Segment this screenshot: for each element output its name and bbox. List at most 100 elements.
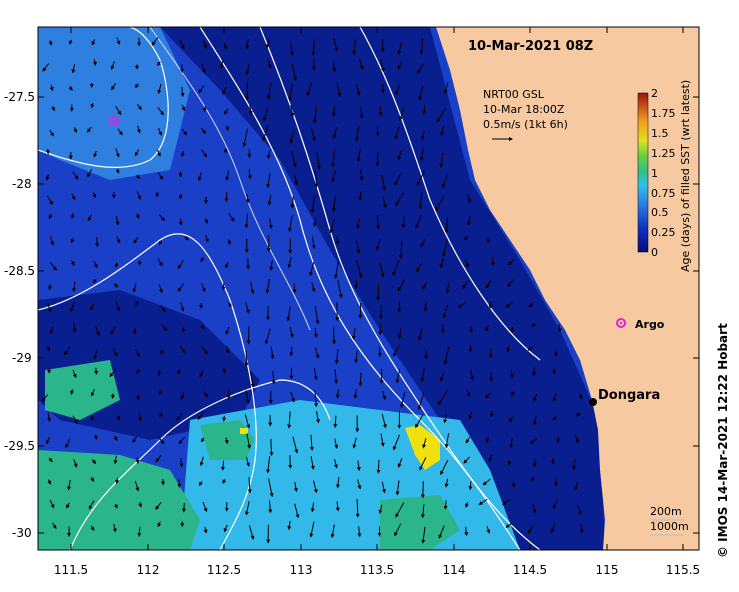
current-vector bbox=[222, 86, 227, 95]
current-vector bbox=[290, 391, 295, 403]
current-vector bbox=[333, 459, 338, 469]
current-vector bbox=[115, 301, 121, 312]
current-vector bbox=[511, 481, 516, 488]
current-vector bbox=[440, 125, 445, 137]
current-vector bbox=[198, 84, 205, 94]
current-vector bbox=[92, 59, 97, 66]
current-vector bbox=[485, 436, 490, 444]
current-vector bbox=[249, 281, 255, 295]
current-vector bbox=[134, 349, 141, 358]
current-vector bbox=[533, 416, 537, 426]
current-vector bbox=[244, 213, 249, 229]
current-vector bbox=[314, 170, 319, 188]
current-vector bbox=[506, 345, 511, 353]
current-vector bbox=[159, 214, 165, 222]
colorbar: 2 1.75 1.5 1.25 1 0.75 0.5 0.25 0 Age (d… bbox=[637, 80, 692, 272]
current-vector bbox=[113, 503, 118, 509]
current-vector bbox=[382, 196, 387, 209]
current-vector bbox=[47, 284, 52, 291]
current-vector bbox=[439, 258, 444, 269]
current-vector bbox=[463, 456, 470, 464]
current-vector bbox=[116, 37, 121, 45]
current-vector bbox=[228, 213, 235, 222]
current-vector bbox=[464, 258, 469, 268]
current-vector bbox=[201, 149, 208, 158]
current-vector bbox=[245, 64, 250, 76]
x-tick-label: 113 bbox=[290, 563, 313, 577]
current-vector bbox=[160, 349, 165, 355]
current-vector bbox=[73, 459, 78, 468]
current-vector bbox=[117, 128, 123, 136]
light-blue-region-nw bbox=[38, 27, 190, 180]
current-vector bbox=[416, 170, 425, 187]
current-vector bbox=[49, 262, 57, 271]
colorbar-gradient bbox=[637, 92, 649, 253]
current-vector bbox=[397, 61, 403, 70]
current-vector bbox=[507, 279, 514, 288]
sst-contour-nw bbox=[38, 27, 169, 169]
x-tick-label: 111.5 bbox=[54, 563, 88, 577]
current-vector bbox=[380, 59, 385, 73]
current-vector bbox=[45, 437, 50, 445]
current-vector bbox=[557, 323, 562, 333]
colorbar-tick: 0.5 bbox=[651, 206, 669, 219]
current-vector bbox=[180, 301, 185, 312]
current-vector bbox=[266, 456, 271, 474]
current-vector bbox=[395, 369, 401, 384]
current-vector bbox=[488, 455, 493, 463]
current-vector bbox=[286, 306, 291, 322]
current-vector bbox=[112, 347, 118, 357]
current-vector bbox=[443, 346, 450, 365]
sst-contour-inner bbox=[149, 27, 311, 331]
current-vector bbox=[378, 106, 383, 117]
credit-text: © IMOS 14-Mar-2021 12:22 Hobart bbox=[716, 323, 730, 558]
current-vector bbox=[88, 499, 95, 510]
current-vector bbox=[87, 168, 93, 178]
current-vector bbox=[184, 235, 189, 241]
current-vector bbox=[204, 234, 209, 243]
current-vector bbox=[553, 349, 558, 357]
y-tick-label: -29 bbox=[12, 351, 32, 365]
current-vector bbox=[87, 214, 93, 222]
current-vector bbox=[443, 81, 449, 95]
current-vector bbox=[381, 84, 386, 94]
current-vector bbox=[334, 438, 339, 449]
current-vector bbox=[93, 434, 98, 441]
current-vector bbox=[313, 367, 318, 381]
current-vector bbox=[135, 457, 140, 464]
legend-line: 10-Mar 18:00Z bbox=[483, 103, 565, 116]
current-vector bbox=[395, 192, 405, 206]
current-vector bbox=[247, 477, 252, 494]
current-vector bbox=[179, 345, 186, 354]
current-vector bbox=[93, 278, 98, 284]
current-vector bbox=[136, 125, 141, 134]
y-tick-label: -27.5 bbox=[4, 90, 35, 104]
current-vector bbox=[290, 105, 295, 118]
current-vector bbox=[245, 456, 250, 467]
current-vector bbox=[381, 413, 387, 429]
current-vector bbox=[135, 213, 140, 219]
current-vector bbox=[245, 501, 250, 516]
current-vector bbox=[178, 436, 185, 445]
current-vector bbox=[420, 238, 426, 248]
current-vector bbox=[376, 215, 381, 230]
current-vector bbox=[46, 195, 53, 206]
vector-legend: NRT00 GSL 10-Mar 18:00Z 0.5m/s (1kt 6h) bbox=[483, 88, 568, 141]
current-vector bbox=[485, 280, 492, 289]
current-vector bbox=[197, 411, 205, 421]
current-vector bbox=[201, 63, 206, 74]
current-vector bbox=[355, 125, 360, 142]
current-vector bbox=[200, 257, 205, 263]
current-vector bbox=[179, 39, 185, 50]
colorbar-tick: 0.25 bbox=[651, 226, 676, 239]
current-vector bbox=[531, 367, 536, 377]
current-vector bbox=[158, 127, 163, 136]
current-vector bbox=[375, 239, 381, 251]
current-vector bbox=[137, 103, 142, 111]
current-vector bbox=[219, 59, 224, 69]
y-tick-label: -29.5 bbox=[4, 439, 35, 453]
current-vector bbox=[392, 434, 400, 451]
current-vector bbox=[478, 498, 488, 505]
current-vector bbox=[161, 323, 168, 332]
current-vector bbox=[225, 326, 230, 336]
